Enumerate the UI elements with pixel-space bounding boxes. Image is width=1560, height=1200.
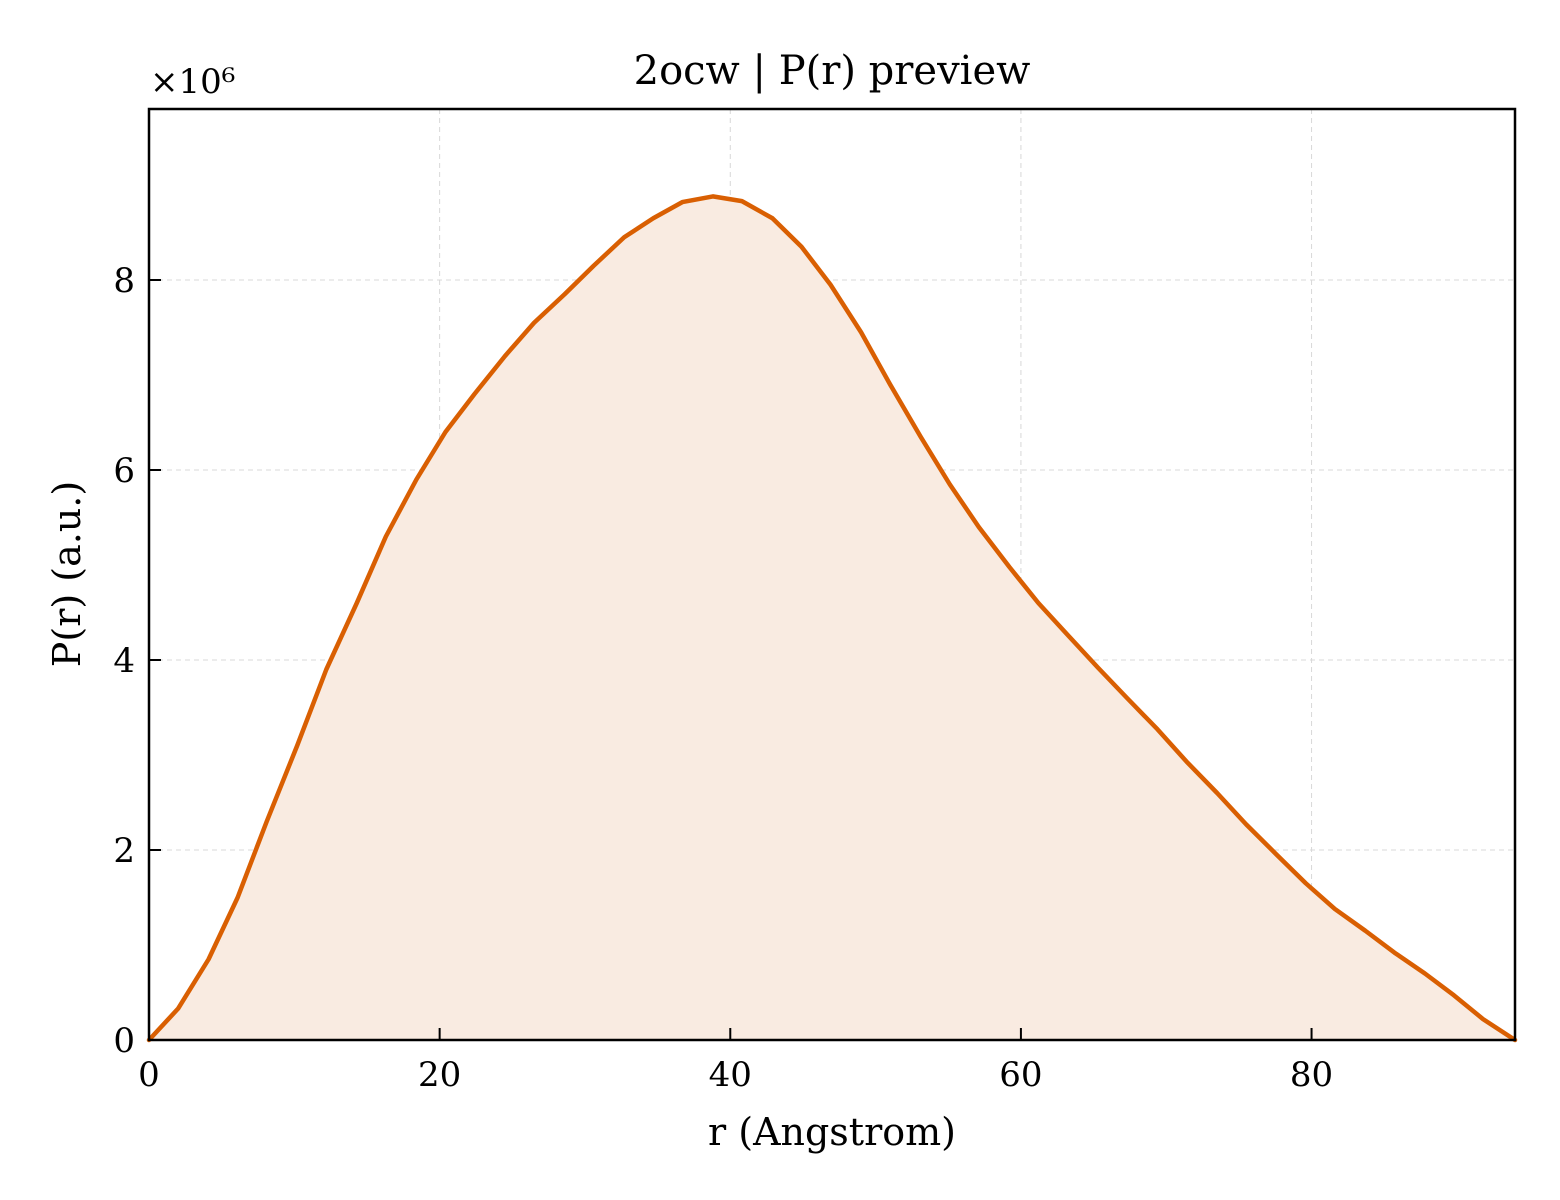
y-axis-label: P(r) (a.u.) (45, 481, 89, 667)
x-axis-label: r (Angstrom) (708, 1110, 956, 1154)
x-tick-label: 60 (999, 1055, 1042, 1095)
y-offset-label: ×10⁶ (150, 62, 235, 102)
x-tick-label: 40 (709, 1055, 752, 1095)
y-tick-label: 6 (113, 451, 135, 491)
y-tick-label: 2 (113, 831, 135, 871)
x-tick-label: 20 (418, 1055, 461, 1095)
x-tick-label: 80 (1290, 1055, 1333, 1095)
pr-area-fill (149, 196, 1515, 1040)
plot-frame (147, 107, 1517, 1042)
y-tick-label: 0 (113, 1021, 135, 1061)
pr-series-line (146, 194, 1518, 1043)
axis-ticks: 0 20 40 60 80 0 2 4 6 8 (113, 261, 1333, 1095)
chart-title: 2ocw | P(r) preview (634, 48, 1031, 94)
x-tick-label: 0 (138, 1055, 160, 1095)
y-tick-label: 4 (113, 641, 135, 681)
y-tick-label: 8 (113, 261, 135, 301)
